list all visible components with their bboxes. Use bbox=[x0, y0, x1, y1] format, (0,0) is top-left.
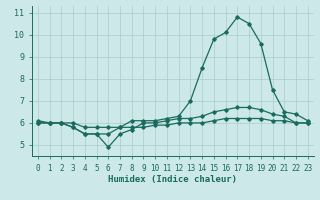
X-axis label: Humidex (Indice chaleur): Humidex (Indice chaleur) bbox=[108, 175, 237, 184]
